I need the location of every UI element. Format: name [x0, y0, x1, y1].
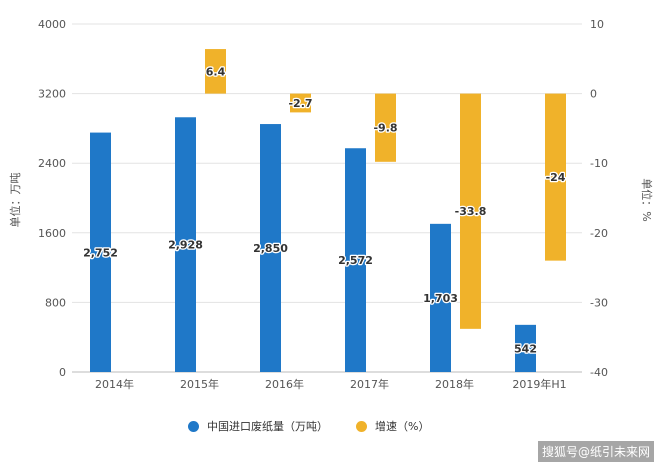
growth-rate-bar [205, 49, 226, 94]
legend-label-growth: 增速（%） [375, 420, 430, 433]
import-volume-bar [175, 117, 196, 372]
left-axis-title: 单位：万吨 [8, 173, 22, 228]
left-tick-label: 3200 [38, 88, 66, 101]
gridlines [72, 23, 582, 373]
import-volume-bar [430, 223, 451, 372]
growth-rate-bar [375, 93, 396, 162]
growth-rate-label: 6.4 [206, 65, 226, 78]
import-volume-label: 2,928 [168, 239, 203, 252]
x-tick-label: 2019年H1 [512, 377, 566, 391]
right-tick-label: 10 [590, 18, 604, 31]
source-watermark: 搜狐号@纸引未来网 [537, 441, 654, 462]
left-tick-label: 1600 [38, 227, 66, 240]
growth-rate-label: -9.8 [373, 122, 397, 135]
right-tick-label: -10 [590, 157, 608, 170]
import-volume-bar [515, 324, 536, 372]
legend-label-import: 中国进口废纸量（万吨） [207, 420, 328, 433]
legend-item-growth: 增速（%） [356, 418, 429, 434]
growth-rate-label: -24 [546, 171, 566, 184]
growth-rate-bar [545, 93, 566, 261]
x-tick-label: 2016年 [265, 377, 304, 391]
legend: 中国进口废纸量（万吨） 增速（%） [188, 418, 429, 434]
left-tick-label: 2400 [38, 157, 66, 170]
data-labels: 2,752 2,928 2,850 2,572 1,703 542 6.4 -2.7 -9.8 -… [82, 64, 567, 357]
right-axis-title: 单位：% [640, 178, 654, 221]
left-tick-label: 800 [45, 296, 66, 309]
right-tick-label: -40 [590, 366, 608, 379]
import-volume-label: 542 [514, 342, 537, 355]
x-axis-ticks: 2014年 2015年 2016年 2017年 2018年 2019年H1 [95, 377, 567, 391]
growth-rate-label: -33.8 [455, 205, 487, 218]
import-volume-label: 1,703 [423, 292, 458, 305]
import-volume-label: 2,850 [253, 242, 288, 255]
legend-swatch-orange [356, 420, 367, 432]
right-axis-ticks: -40 -30 -20 -10 0 10 [590, 18, 608, 379]
import-volume-label: 2,752 [83, 246, 118, 259]
right-tick-label: 0 [590, 88, 597, 101]
left-tick-label: 0 [59, 366, 66, 379]
growth-rate-bar [460, 93, 481, 329]
x-tick-label: 2014年 [95, 377, 134, 391]
import-volume-bar [260, 124, 281, 372]
import-volume-label: 2,572 [338, 254, 373, 267]
x-tick-label: 2018年 [435, 377, 474, 391]
growth-rate-bars [205, 49, 566, 329]
import-volume-bar [345, 148, 366, 372]
left-tick-label: 4000 [38, 18, 66, 31]
legend-item-import: 中国进口废纸量（万吨） [188, 418, 328, 434]
growth-rate-bar [290, 93, 311, 113]
right-tick-label: -20 [590, 227, 608, 240]
right-tick-label: -30 [590, 296, 608, 309]
import-volume-bar [90, 132, 111, 372]
legend-swatch-blue [188, 420, 199, 432]
left-axis-ticks: 0 800 1600 2400 3200 4000 [38, 18, 66, 379]
x-tick-label: 2015年 [180, 377, 219, 391]
x-tick-label: 2017年 [350, 377, 389, 391]
growth-rate-label: -2.7 [288, 97, 312, 110]
import-volume-bars [90, 117, 536, 372]
